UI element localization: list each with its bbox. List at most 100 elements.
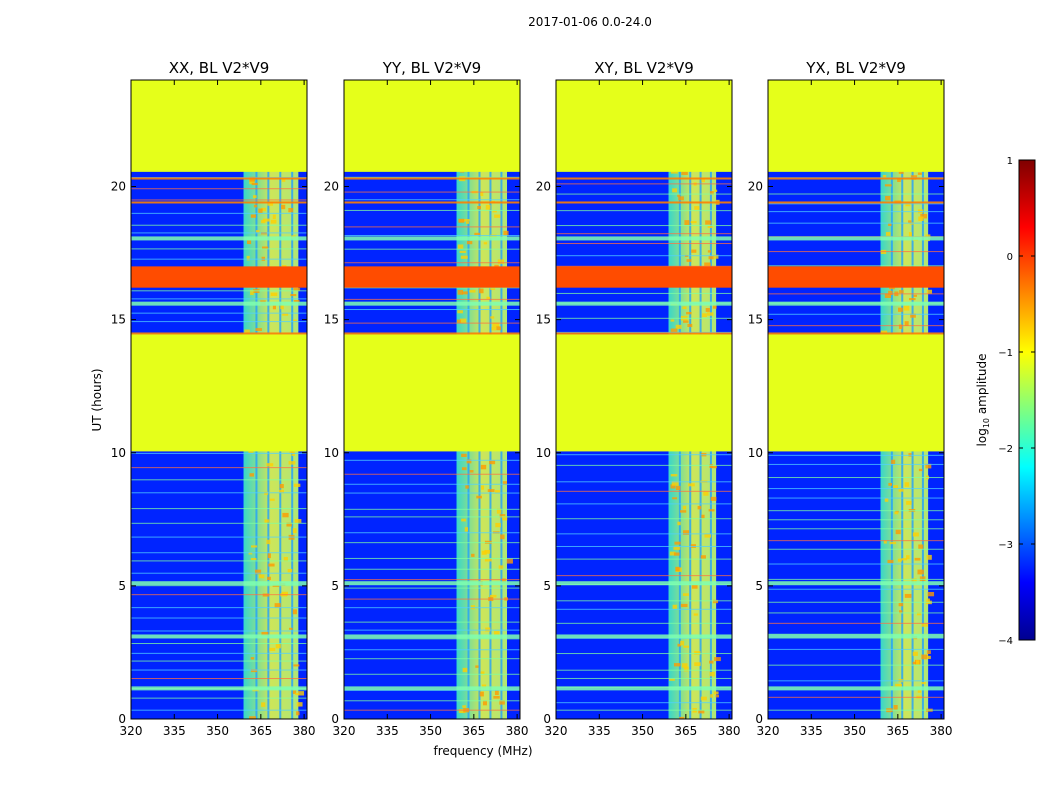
rfi-band (131, 634, 307, 639)
rfi-line (131, 630, 307, 632)
edge-line (768, 332, 944, 335)
band-speckle (490, 316, 495, 319)
band-speckle (295, 693, 299, 696)
band-speckle (460, 255, 468, 259)
band-speckle (888, 482, 893, 486)
band-speckle (266, 539, 271, 545)
band-speckle (502, 515, 508, 521)
edge-line (344, 177, 520, 180)
rfi-line (131, 298, 307, 300)
band-speckle (918, 468, 923, 472)
band-speckle (496, 508, 502, 514)
rfi-line (768, 251, 944, 253)
band-speckle (670, 328, 678, 333)
y-tick-label: 20 (111, 180, 126, 194)
band-speckle (465, 221, 470, 224)
band-speckle (901, 558, 908, 561)
rfi-line (556, 183, 732, 185)
band-speckle (885, 195, 891, 201)
band-speckle (268, 563, 275, 567)
y-tick-label: 15 (324, 313, 339, 327)
band-speckle (261, 219, 266, 224)
edge-line (131, 332, 307, 335)
y-tick-label: 0 (331, 712, 339, 726)
rfi-line (344, 176, 520, 178)
rfi-line (344, 309, 520, 311)
band-speckle (261, 702, 266, 707)
band-speckle (700, 696, 707, 701)
rfi-band (131, 236, 307, 241)
rfi-line (344, 191, 520, 193)
masked-region (556, 334, 732, 452)
rfi-line (556, 454, 732, 456)
y-tick-label: 0 (543, 712, 551, 726)
masked-region (556, 80, 732, 172)
band-speckle (482, 700, 487, 706)
band-speckle (918, 544, 924, 550)
band-speckle (686, 259, 692, 262)
y-tick-label: 10 (536, 446, 551, 460)
band-speckle (702, 313, 707, 318)
rfi-line (131, 560, 307, 562)
panel: XY, BL V2*V9 320 335 350 365 380 0 5 10 15 20 (536, 59, 741, 738)
x-tick-label: 335 (163, 724, 186, 738)
rfi-line (556, 545, 732, 547)
band-speckle (707, 250, 712, 253)
band-speckle (292, 609, 297, 615)
rfi-line (344, 621, 520, 623)
rfi-line (768, 211, 944, 213)
rfi-line (344, 473, 520, 475)
rfi-band (768, 236, 944, 241)
band-speckle (248, 552, 253, 555)
band-speckle (465, 485, 469, 489)
band-speckle (282, 512, 289, 518)
rfi-line (768, 193, 944, 195)
y-tick-label: 20 (748, 180, 763, 194)
x-tick-label: 380 (718, 724, 741, 738)
rfi-line (556, 481, 732, 483)
band-speckle (681, 663, 688, 668)
rfi-line (768, 293, 944, 295)
band-speckle (296, 711, 300, 716)
band-speckle (485, 627, 491, 632)
band-speckle (475, 665, 479, 668)
edge-line (768, 201, 944, 204)
band-speckle (466, 241, 473, 245)
rfi-line (344, 298, 520, 300)
band-speckle (918, 216, 924, 221)
band-speckle (457, 289, 464, 295)
y-tick-label: 15 (111, 313, 126, 327)
band-speckle (709, 671, 715, 677)
band-speckle (712, 304, 717, 309)
x-tick-label: 335 (800, 724, 823, 738)
band-speckle (906, 555, 910, 560)
panel-title: YY, BL V2*V9 (382, 59, 481, 77)
rfi-line (556, 503, 732, 505)
band-speckle (489, 460, 496, 465)
band-speckle (921, 654, 928, 660)
band-speckle (469, 290, 476, 293)
edge-line (556, 332, 732, 335)
band-speckle (498, 565, 504, 570)
y-tick-label: 10 (748, 446, 763, 460)
band-speckle (908, 220, 912, 223)
band-speckle (461, 467, 467, 471)
band-speckle (464, 218, 470, 222)
colorbar: 1 0 −1 −2 −3 −4 log10 amplitude (975, 156, 1036, 647)
band-speckle (705, 220, 712, 225)
band-speckle (672, 604, 678, 610)
rfi-line (768, 664, 944, 666)
band-speckle (272, 305, 276, 310)
rfi-line (768, 648, 944, 650)
band-speckle (493, 695, 500, 699)
band-speckle (670, 319, 675, 322)
band-speckle (490, 594, 497, 598)
rfi-line (768, 588, 944, 590)
rfi-line (344, 638, 520, 640)
band-speckle (670, 484, 676, 489)
rfi-line (131, 594, 307, 596)
rfi-line (344, 542, 520, 544)
band-speckle (701, 177, 705, 183)
band-speckle (694, 206, 700, 210)
edge-line (556, 201, 732, 204)
